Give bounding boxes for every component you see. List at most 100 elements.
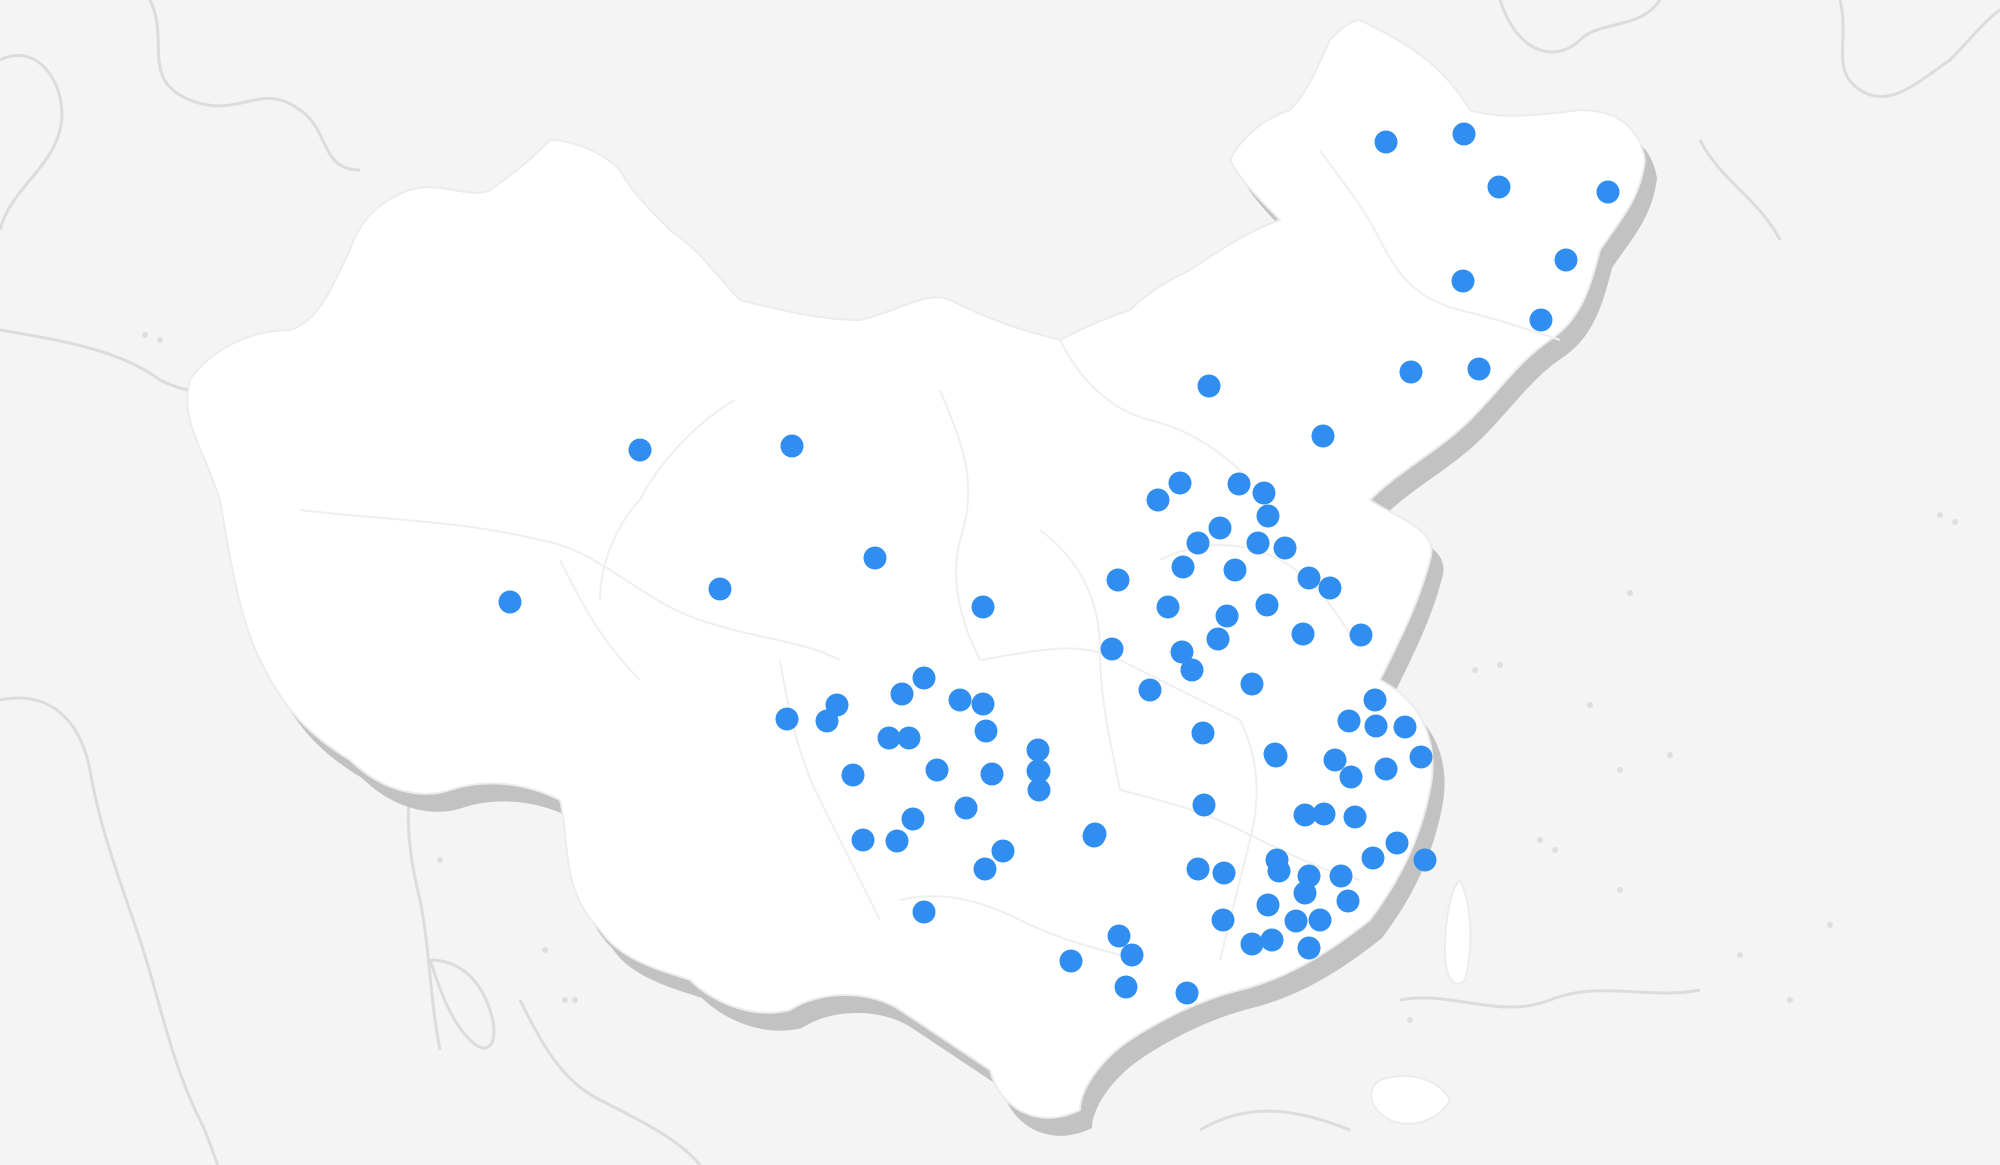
city-marker[interactable] <box>1252 481 1276 505</box>
city-marker[interactable] <box>1337 709 1361 733</box>
city-marker[interactable] <box>991 839 1015 863</box>
city-marker[interactable] <box>1223 558 1247 582</box>
city-marker[interactable] <box>1451 269 1475 293</box>
city-marker[interactable] <box>1170 640 1194 664</box>
city-marker[interactable] <box>498 590 522 614</box>
city-marker[interactable] <box>1260 928 1284 952</box>
city-marker[interactable] <box>1171 555 1195 579</box>
city-marker[interactable] <box>1083 822 1107 846</box>
city-marker[interactable] <box>1339 765 1363 789</box>
city-marker[interactable] <box>1452 122 1476 146</box>
city-marker[interactable] <box>1027 759 1051 783</box>
city-marker[interactable] <box>1393 715 1417 739</box>
city-marker[interactable] <box>1027 778 1051 802</box>
city-marker[interactable] <box>1363 688 1387 712</box>
city-marker[interactable] <box>1246 531 1270 555</box>
city-marker[interactable] <box>1318 576 1342 600</box>
city-marker[interactable] <box>948 688 972 712</box>
city-marker[interactable] <box>1273 536 1297 560</box>
city-marker[interactable] <box>897 726 921 750</box>
city-marker[interactable] <box>912 666 936 690</box>
city-marker[interactable] <box>1106 568 1130 592</box>
city-marker[interactable] <box>1191 721 1215 745</box>
city-marker[interactable] <box>1107 924 1131 948</box>
city-marker[interactable] <box>980 762 1004 786</box>
city-marker[interactable] <box>912 900 936 924</box>
city-marker[interactable] <box>1343 805 1367 829</box>
city-marker[interactable] <box>1138 678 1162 702</box>
city-marker[interactable] <box>954 796 978 820</box>
city-marker[interactable] <box>1256 504 1280 528</box>
city-marker[interactable] <box>1255 593 1279 617</box>
city-marker[interactable] <box>1413 848 1437 872</box>
city-marker[interactable] <box>1297 864 1321 888</box>
city-marker[interactable] <box>1211 908 1235 932</box>
city-marker[interactable] <box>1227 472 1251 496</box>
city-marker[interactable] <box>1114 975 1138 999</box>
city-marker[interactable] <box>1297 566 1321 590</box>
city-marker[interactable] <box>851 828 875 852</box>
city-marker[interactable] <box>1311 424 1335 448</box>
city-marker[interactable] <box>1100 637 1124 661</box>
city-marker[interactable] <box>1361 846 1385 870</box>
city-marker[interactable] <box>1364 714 1388 738</box>
city-marker[interactable] <box>1059 949 1083 973</box>
city-marker[interactable] <box>815 709 839 733</box>
city-marker[interactable] <box>1186 531 1210 555</box>
city-marker[interactable] <box>1175 981 1199 1005</box>
city-marker[interactable] <box>877 726 901 750</box>
city-marker[interactable] <box>1291 622 1315 646</box>
city-marker[interactable] <box>1265 848 1289 872</box>
city-marker[interactable] <box>1467 357 1491 381</box>
city-marker[interactable] <box>1487 175 1511 199</box>
city-marker[interactable] <box>1293 803 1317 827</box>
city-marker[interactable] <box>901 807 925 831</box>
city-marker[interactable] <box>1596 180 1620 204</box>
city-marker[interactable] <box>1197 374 1221 398</box>
city-marker[interactable] <box>885 829 909 853</box>
city-marker[interactable] <box>1374 130 1398 154</box>
city-marker[interactable] <box>890 682 914 706</box>
city-marker[interactable] <box>974 719 998 743</box>
city-marker[interactable] <box>971 595 995 619</box>
city-marker[interactable] <box>1297 936 1321 960</box>
city-marker[interactable] <box>1323 748 1347 772</box>
city-marker[interactable] <box>1263 742 1287 766</box>
city-marker[interactable] <box>1399 360 1423 384</box>
city-marker[interactable] <box>1146 488 1170 512</box>
city-marker[interactable] <box>1168 471 1192 495</box>
city-marker[interactable] <box>925 758 949 782</box>
city-marker[interactable] <box>1156 595 1180 619</box>
city-marker[interactable] <box>1215 604 1239 628</box>
city-marker[interactable] <box>780 434 804 458</box>
city-marker[interactable] <box>1186 857 1210 881</box>
city-marker[interactable] <box>1256 893 1280 917</box>
city-marker[interactable] <box>1026 738 1050 762</box>
city-marker[interactable] <box>971 692 995 716</box>
city-marker[interactable] <box>1206 627 1230 651</box>
city-marker[interactable] <box>1284 909 1308 933</box>
city-marker[interactable] <box>841 763 865 787</box>
city-marker[interactable] <box>1180 658 1204 682</box>
city-marker[interactable] <box>1120 943 1144 967</box>
city-marker[interactable] <box>863 546 887 570</box>
city-marker[interactable] <box>1312 802 1336 826</box>
city-marker[interactable] <box>1554 248 1578 272</box>
city-marker[interactable] <box>1385 831 1409 855</box>
city-marker[interactable] <box>973 857 997 881</box>
city-marker[interactable] <box>1240 672 1264 696</box>
city-marker[interactable] <box>1308 908 1332 932</box>
city-marker[interactable] <box>628 438 652 462</box>
city-marker[interactable] <box>1208 516 1232 540</box>
city-marker[interactable] <box>1192 793 1216 817</box>
city-marker[interactable] <box>1374 757 1398 781</box>
city-marker[interactable] <box>1240 932 1264 956</box>
city-marker[interactable] <box>775 707 799 731</box>
city-marker[interactable] <box>1409 745 1433 769</box>
city-marker[interactable] <box>708 577 732 601</box>
city-marker[interactable] <box>1329 864 1353 888</box>
city-marker[interactable] <box>1529 308 1553 332</box>
city-marker[interactable] <box>1212 861 1236 885</box>
city-marker[interactable] <box>1349 623 1373 647</box>
